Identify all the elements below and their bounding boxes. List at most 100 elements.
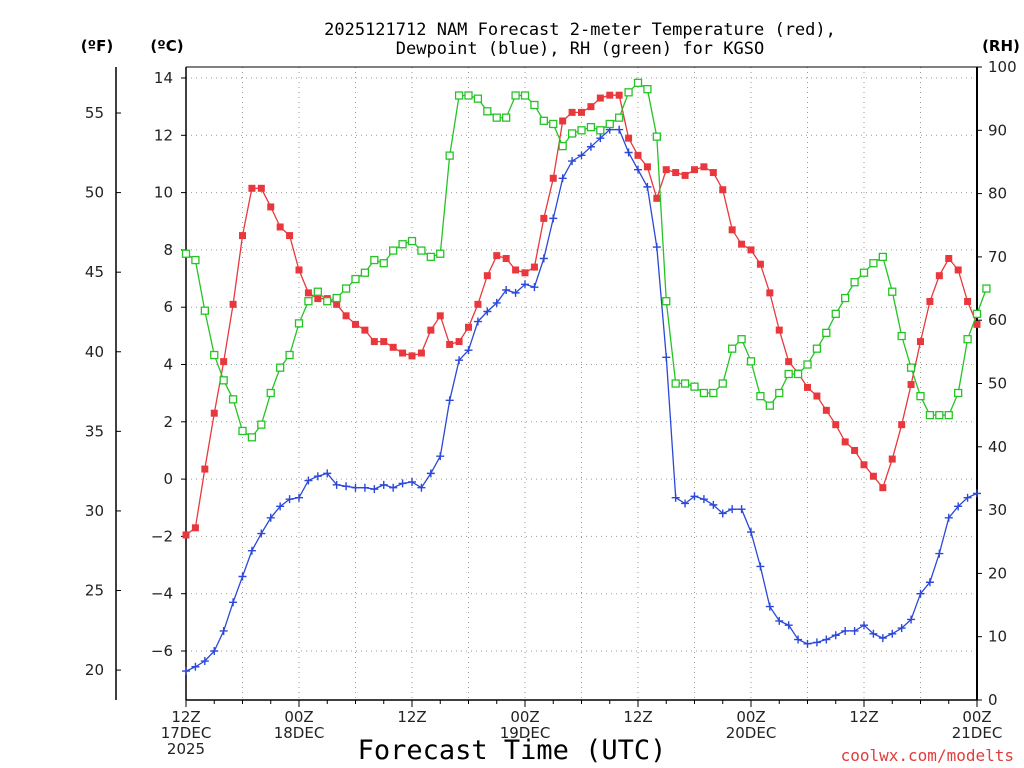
dewpoint-point [408, 477, 416, 486]
temperature-point [898, 421, 906, 429]
celsius-unit-label: (ºC) [150, 37, 183, 55]
dewpoint-point [728, 505, 737, 514]
dewpoint-point [483, 307, 492, 316]
temperature-point [257, 184, 265, 192]
rh-point [859, 268, 869, 277]
dewpoint-point [803, 639, 812, 648]
fahrenheit-tick-label: 45 [85, 263, 104, 281]
temperature-point [766, 289, 774, 297]
rh-point [389, 246, 398, 255]
rh-point [784, 369, 793, 379]
temperature-point [502, 254, 510, 262]
fahrenheit-tick-label: 30 [85, 502, 104, 520]
x-tick-label: 00Z [736, 708, 765, 726]
dewpoint-point [888, 629, 897, 638]
x-tick-label: 20DEC [726, 724, 777, 742]
rh-point [341, 284, 351, 293]
dewpoint-point [200, 657, 209, 666]
rh-point [803, 360, 812, 369]
temperature-point [276, 223, 284, 231]
dewpoint-point [671, 493, 680, 502]
rh-point [916, 392, 925, 401]
dewpoint-point [304, 476, 313, 485]
rh-point [398, 240, 407, 249]
rh-point [615, 113, 624, 122]
temperature-point [455, 338, 463, 346]
temperature-point [201, 465, 209, 473]
rh-point [944, 410, 953, 420]
temperature-point [634, 151, 642, 159]
temperature-point [832, 421, 840, 429]
x-tick-label: 18DEC [274, 724, 325, 742]
temperature-point [804, 383, 811, 391]
temperature-point [191, 524, 199, 532]
rh-point [445, 151, 454, 160]
temperature-point [879, 484, 887, 492]
temperature-point [417, 349, 425, 357]
axes: −6−4−20246810121420253035404550550102030… [85, 58, 1017, 758]
dewpoint-point [897, 624, 906, 633]
temperature-point [559, 117, 567, 125]
dewpoint-point [973, 489, 981, 498]
temperature-point [314, 295, 322, 303]
temperature-point [427, 326, 435, 334]
rh-tick-label: 50 [988, 375, 1007, 393]
rh-point [690, 382, 699, 391]
fahrenheit-tick-label: 25 [85, 582, 104, 600]
rh-point [765, 401, 774, 410]
temperature-point [700, 163, 708, 171]
dewpoint-point [473, 317, 482, 326]
rh-point [228, 395, 238, 404]
temperature-point [483, 272, 491, 280]
rh-point [709, 388, 718, 398]
temperature-point [738, 240, 746, 248]
dewpoint-point [295, 493, 303, 502]
rh-tick-label: 20 [988, 564, 1007, 582]
dewpoint-point [577, 151, 586, 160]
dewpoint-point [916, 589, 925, 598]
dewpoint-point [257, 529, 266, 538]
fahrenheit-tick-label: 50 [85, 184, 104, 202]
dewpoint-point [756, 562, 765, 571]
rh-point [454, 91, 464, 100]
rh-point [539, 116, 548, 125]
temperature-point [248, 184, 256, 192]
dewpoint-point [925, 578, 934, 587]
dewpoint-point [323, 469, 332, 478]
dewpoint-point [878, 634, 887, 643]
dewpoint-point [963, 493, 972, 502]
temperature-point [530, 263, 538, 271]
rh-point [680, 379, 690, 388]
temperature-point [220, 358, 228, 366]
rh-point [756, 392, 765, 401]
rh-point [360, 268, 370, 277]
dewpoint-point [511, 288, 520, 297]
rh-point [567, 129, 577, 138]
temperature-point [587, 103, 595, 111]
dewpoint-point [558, 174, 567, 183]
rh-point [888, 287, 897, 296]
dewpoint-point [954, 502, 963, 511]
rh-point [332, 293, 341, 303]
rh-point [841, 293, 850, 303]
dewpoint-point [398, 479, 407, 488]
rh-point [436, 249, 445, 258]
rh-point [954, 388, 963, 398]
x-tick-label: 00Z [510, 708, 539, 726]
dewpoint-point [568, 157, 577, 166]
rh-point [699, 388, 709, 398]
celsius-tick-label: −6 [151, 642, 173, 660]
celsius-tick-label: 14 [154, 69, 173, 87]
rh-point [351, 274, 360, 284]
temperature-point [917, 338, 924, 346]
x-tick-label: 12Z [623, 708, 652, 726]
temperature-point [304, 289, 312, 297]
grid-lines [186, 67, 977, 700]
temperature-point [719, 186, 727, 194]
temperature-point [389, 343, 397, 351]
rh-tick-label: 0 [988, 691, 998, 709]
rh-tick-label: 10 [988, 628, 1007, 646]
rh-point [982, 284, 991, 293]
fahrenheit-unit-label: (ºF) [81, 37, 113, 55]
rh-point [464, 91, 473, 100]
